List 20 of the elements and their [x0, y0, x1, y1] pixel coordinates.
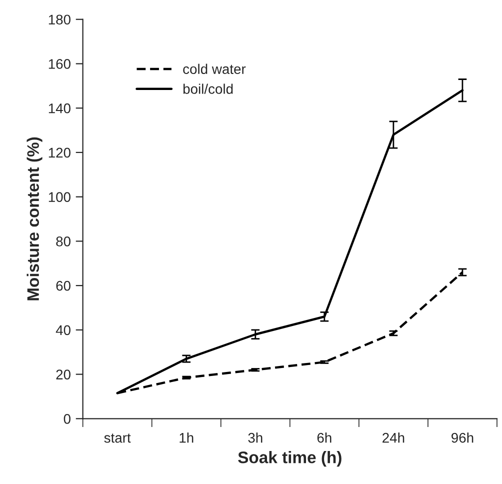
- x-tick-label: 6h: [317, 432, 332, 443]
- x-tick-label: 3h: [248, 432, 262, 443]
- y-tick-label: 180: [48, 14, 70, 25]
- y-tick-label: 40: [56, 325, 70, 336]
- y-tick-label: 120: [48, 148, 70, 158]
- y-tick-label: 0: [64, 414, 70, 424]
- y-tick-label: 80: [56, 236, 70, 246]
- legend-label: cold water: [183, 64, 246, 74]
- x-axis-title: Soak time (h): [238, 451, 342, 467]
- legend-label: boil/cold: [183, 84, 233, 94]
- y-tick-label: 140: [48, 103, 70, 114]
- y-tick-label: 160: [48, 59, 70, 69]
- y-tick-label: 100: [48, 192, 70, 202]
- x-tick-label: 24h: [382, 432, 404, 443]
- x-tick-label: 96h: [452, 432, 474, 443]
- y-tick-label: 20: [56, 370, 70, 380]
- y-tick-label: 60: [56, 280, 70, 291]
- x-tick-label: 1h: [180, 432, 194, 443]
- y-axis-title: Moisture content (%): [26, 137, 42, 300]
- x-tick-label: start: [104, 434, 131, 443]
